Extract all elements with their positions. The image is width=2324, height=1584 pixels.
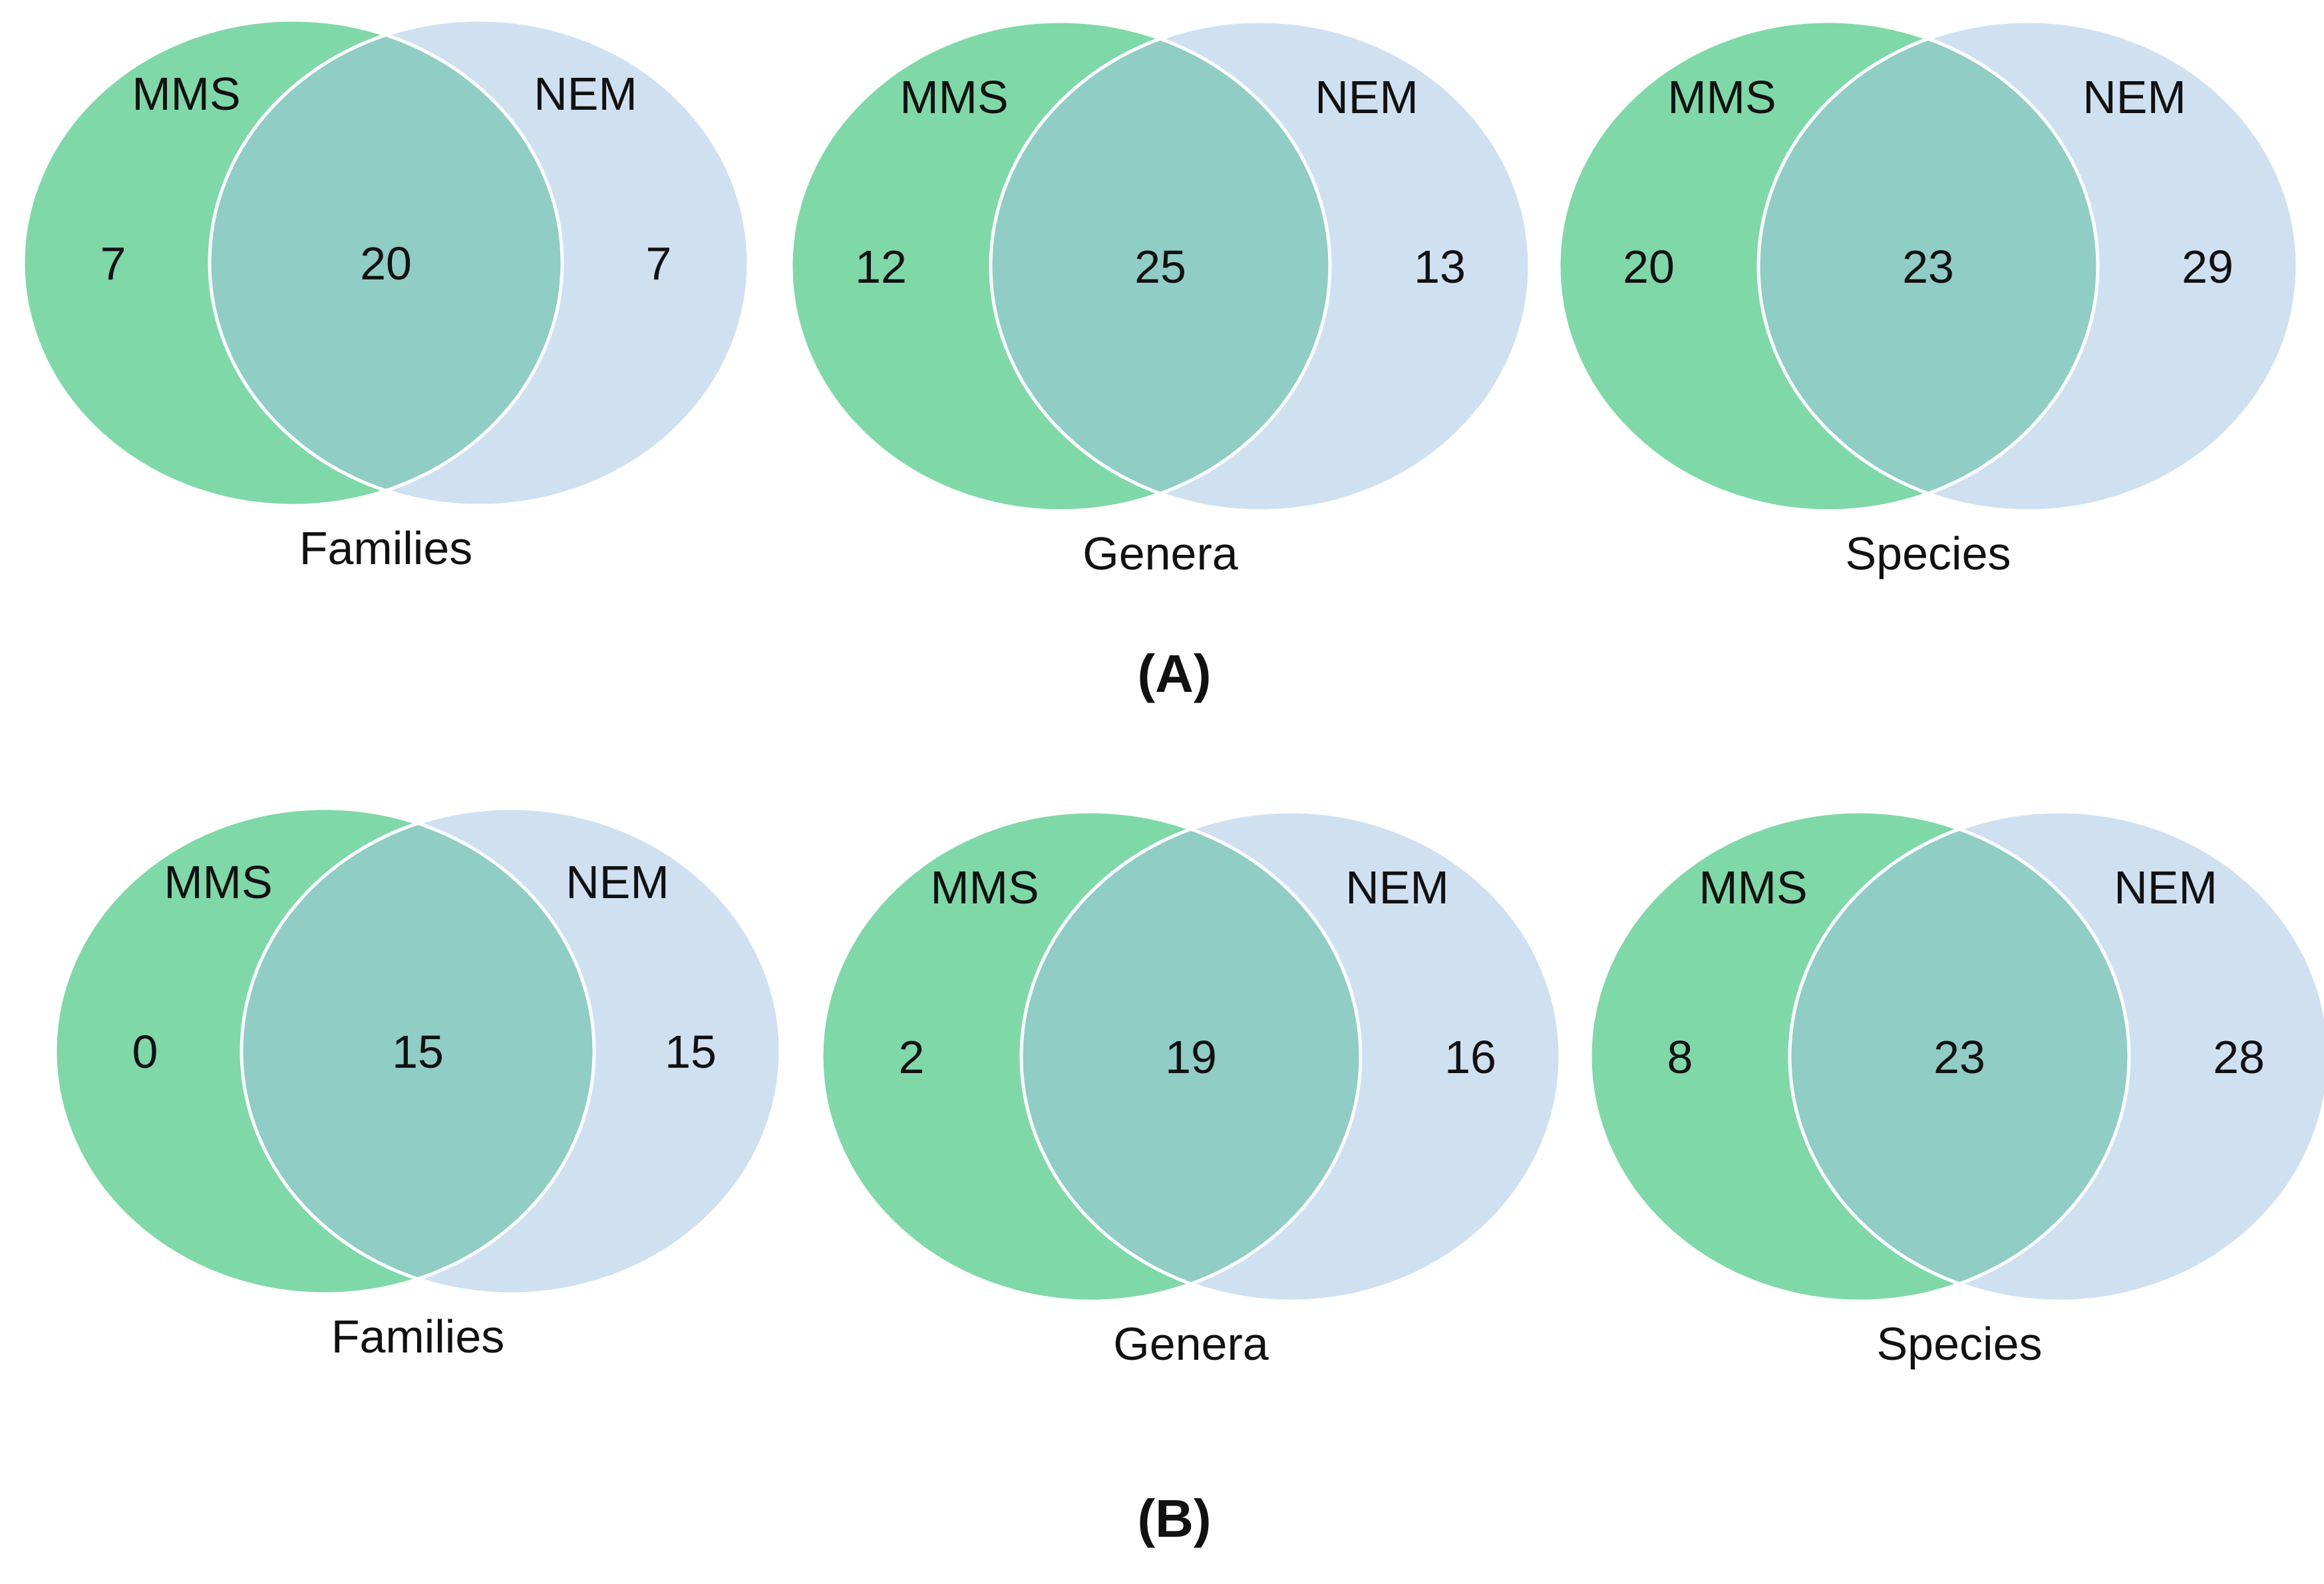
count-both: 15 (392, 1026, 444, 1078)
category-label: Families (299, 522, 473, 574)
set-outline (1588, 810, 2131, 1303)
set-label-right: NEM (534, 68, 637, 120)
count-right-only: 16 (1444, 1031, 1496, 1083)
set-label-left: MMS (1699, 862, 1807, 913)
set-outline (989, 19, 1532, 513)
count-both: 23 (1933, 1031, 1985, 1083)
count-left-only: 7 (100, 238, 126, 289)
panel-b: MMS NEM 0 15 15 Families MMS NEM 2 19 16 Genera MMS N… (53, 806, 2324, 1548)
count-left-only: 2 (899, 1031, 925, 1083)
overlap-region (242, 808, 594, 1294)
panel-a: MMS NEM 7 20 7 Families MMS NEM 12 25 13 Genera MMS N… (21, 18, 2299, 703)
set-outline (1756, 19, 2299, 513)
set-label-right: NEM (1345, 862, 1449, 913)
set-label-left: MMS (132, 68, 240, 120)
set-outline (1557, 19, 2100, 513)
venn-families-a: MMS NEM 7 20 7 Families (21, 18, 750, 574)
set-label-right: NEM (2114, 862, 2218, 913)
count-right-only: 28 (2213, 1031, 2265, 1083)
set-label-right: NEM (566, 856, 669, 908)
overlap-region (1758, 21, 2098, 511)
set-outline (1019, 810, 1562, 1303)
set-label-left: MMS (930, 862, 1039, 913)
set-outline (1788, 810, 2324, 1303)
set-label-left: MMS (1667, 71, 1776, 123)
count-both: 23 (1902, 241, 1954, 293)
category-label: Species (1876, 1318, 2042, 1370)
panel-label: (A) (1137, 644, 1211, 703)
set-outline (53, 806, 596, 1296)
count-left-only: 20 (1623, 241, 1675, 293)
count-right-only: 15 (665, 1026, 717, 1078)
set-outline (240, 806, 782, 1296)
set-label-right: NEM (2082, 71, 2186, 123)
set-label-right: NEM (1315, 71, 1418, 123)
count-right-only: 29 (2182, 241, 2234, 293)
set-outline (789, 19, 1332, 513)
count-left-only: 0 (132, 1026, 158, 1078)
venn-families-b: MMS NEM 0 15 15 Families (53, 806, 782, 1362)
venn-species-a: MMS NEM 20 23 29 Species (1557, 19, 2299, 579)
set-outline (21, 18, 564, 508)
set-label-left: MMS (164, 856, 272, 908)
count-both: 19 (1165, 1031, 1217, 1083)
overlap-region (210, 20, 562, 506)
count-both: 20 (360, 238, 412, 289)
count-right-only: 7 (646, 238, 672, 289)
panel-label: (B) (1137, 1489, 1211, 1548)
overlap-region (991, 21, 1330, 511)
category-label: Genera (1113, 1318, 1269, 1370)
count-right-only: 13 (1414, 241, 1466, 293)
overlap-region (1790, 812, 2129, 1301)
set-outline (820, 810, 1363, 1303)
category-label: Families (331, 1311, 505, 1362)
venn-genera-b: MMS NEM 2 19 16 Genera (820, 810, 1562, 1370)
set-outline (208, 18, 750, 508)
overlap-region (1021, 812, 1361, 1301)
count-left-only: 8 (1667, 1031, 1693, 1083)
count-left-only: 12 (855, 241, 907, 293)
category-label: Genera (1082, 528, 1238, 579)
venn-genera-a: MMS NEM 12 25 13 Genera (789, 19, 1532, 579)
set-label-left: MMS (900, 71, 1008, 123)
category-label: Species (1845, 528, 2011, 579)
venn-species-b: MMS NEM 8 23 28 Species (1588, 810, 2324, 1370)
count-both: 25 (1134, 241, 1186, 293)
